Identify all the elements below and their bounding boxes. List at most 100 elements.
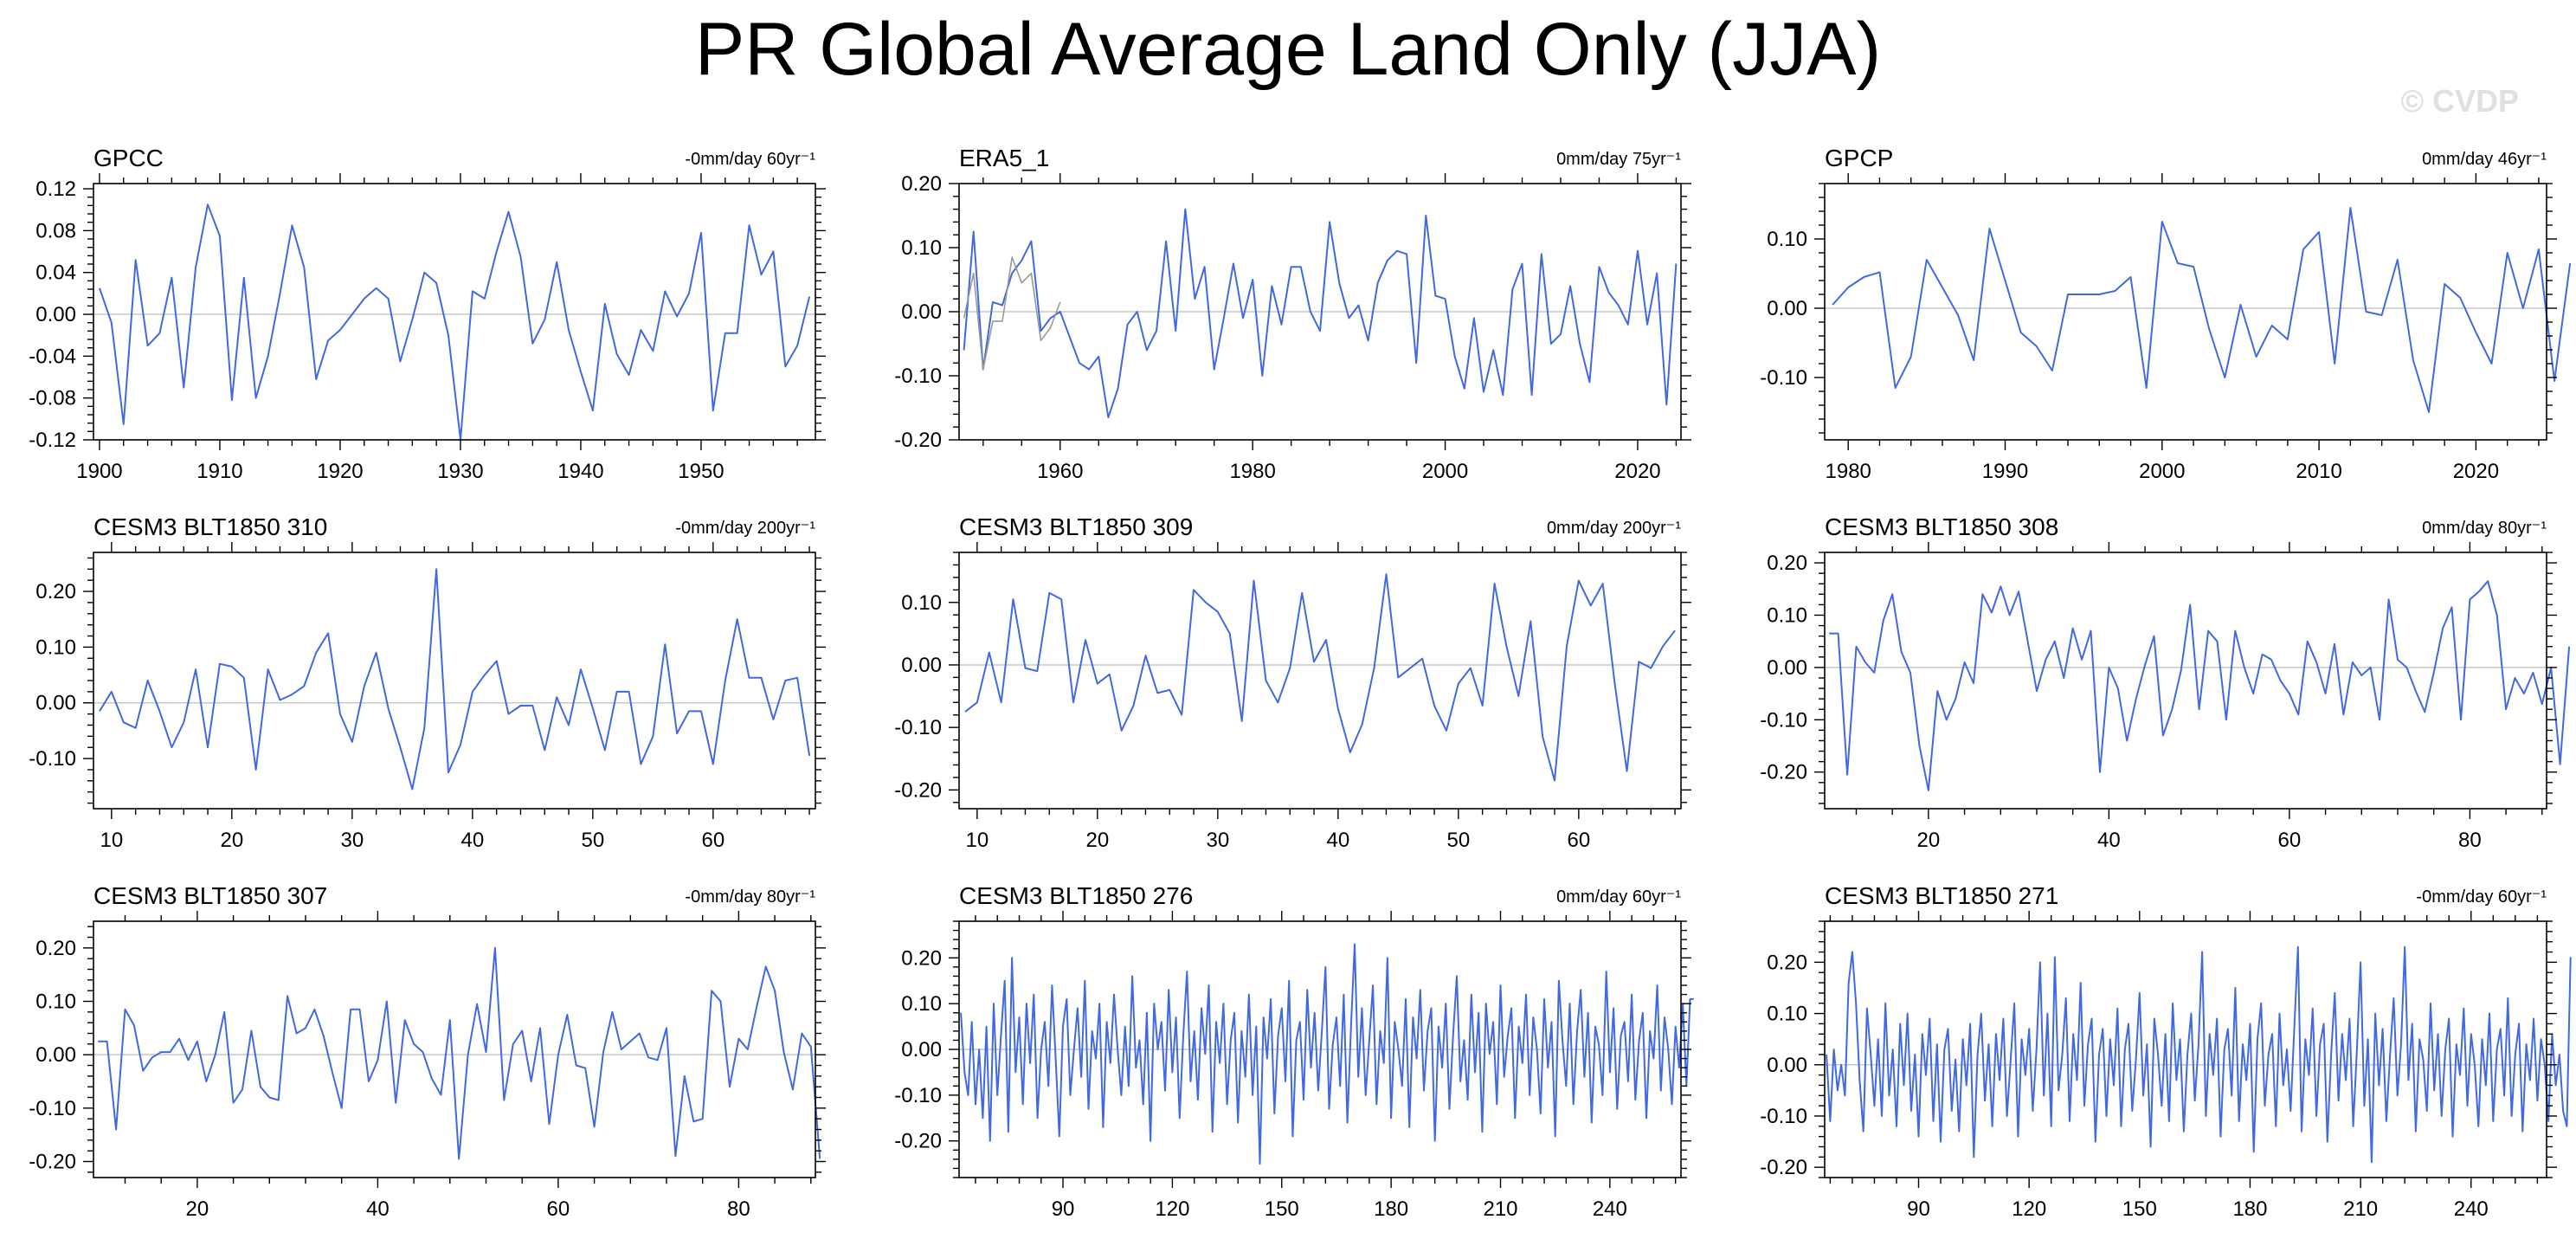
x-tick-label: 40: [460, 829, 484, 852]
panel-2: 1960 1980 2000 2020 -0.20 -0.10 0.00 0.10 0.20 ER…: [894, 145, 1691, 483]
x-tick-label: 20: [1085, 829, 1109, 852]
y-tick-label: 0.10: [901, 992, 942, 1016]
x-tick-label: 1910: [196, 460, 242, 483]
x-tick-label: 40: [1326, 829, 1349, 852]
x-tick-label: 1930: [437, 460, 483, 483]
series-line: [960, 943, 1694, 1165]
series-line: [964, 573, 1676, 782]
y-tick-label: 0.20: [1767, 552, 1807, 575]
x-tick-label: 240: [2454, 1197, 2489, 1221]
x-tick-label: 2020: [1614, 460, 1660, 483]
x-tick-label: 1990: [1982, 460, 2028, 483]
x-tick-label: 180: [1374, 1197, 1408, 1221]
x-tick-label: 20: [220, 829, 243, 852]
plot-frame: [93, 552, 816, 810]
x-tick-label: 50: [1446, 829, 1470, 852]
plot-frame: [958, 552, 1682, 810]
x-tick-label: 2000: [1422, 460, 1468, 483]
panel-trend-label: -0mm/day 60yr⁻¹: [685, 150, 815, 169]
x-tick-label: 10: [100, 829, 123, 852]
y-tick-label: 0.10: [35, 636, 76, 659]
y-tick-label: 0.20: [35, 580, 76, 603]
y-tick-label: 0.10: [1767, 603, 1807, 627]
series-line: [98, 946, 821, 1160]
series-line: [99, 568, 811, 791]
x-tick-label: 80: [727, 1197, 750, 1221]
y-tick-label: -0.10: [1760, 708, 1807, 732]
x-tick-label: 80: [2458, 829, 2482, 852]
panel-title: CESM3 BLT1850 307: [93, 882, 327, 909]
y-tick-label: -0.10: [29, 747, 76, 771]
y-tick-label: 0.08: [35, 219, 76, 242]
y-tick-label: 0.00: [1767, 1054, 1807, 1077]
y-tick-label: -0.10: [1760, 366, 1807, 390]
y-tick-label: 0.10: [35, 991, 76, 1014]
y-tick-label: -0.08: [29, 387, 76, 410]
x-tick-label: 40: [366, 1197, 390, 1221]
x-tick-label: 180: [2232, 1197, 2267, 1221]
x-tick-label: 10: [965, 829, 989, 852]
panel-8: 90 120 150 180 210 240 -0.20 -0.10 0.00 0.10 0.20 C…: [894, 882, 1694, 1221]
y-tick-label: -0.10: [894, 1084, 942, 1107]
x-tick-label: 50: [581, 829, 604, 852]
x-tick-label: 2010: [2296, 460, 2341, 483]
x-tick-label: 30: [1206, 829, 1229, 852]
panel-7: 20 40 60 80 -0.20 -0.10 0.00 0.10 0.20 CESM3 BLT1…: [29, 882, 826, 1221]
panel-trend-label: 0mm/day 60yr⁻¹: [1556, 887, 1681, 907]
x-tick-label: 120: [2012, 1197, 2046, 1221]
x-tick-label: 1950: [678, 460, 724, 483]
y-tick-label: -0.12: [29, 429, 76, 452]
y-tick-label: 0.10: [1767, 228, 1807, 251]
y-tick-label: -0.20: [1760, 1156, 1807, 1179]
watermark: © CVDP: [2400, 83, 2519, 119]
series-line: [1826, 945, 2572, 1164]
y-tick-label: -0.20: [29, 1151, 76, 1174]
panel-trend-label: -0mm/day 80yr⁻¹: [685, 887, 815, 907]
panel-trend-label: 0mm/day 80yr⁻¹: [2422, 519, 2547, 538]
y-tick-label: 0.00: [1767, 656, 1807, 680]
y-tick-label: 0.20: [1767, 951, 1807, 974]
x-tick-label: 1920: [317, 460, 363, 483]
x-tick-label: 240: [1593, 1197, 1627, 1221]
y-tick-label: -0.20: [1760, 761, 1807, 784]
y-tick-label: 0.20: [35, 937, 76, 960]
x-tick-label: 150: [1265, 1197, 1299, 1221]
series-line: [963, 256, 1061, 371]
x-tick-label: 60: [1567, 829, 1590, 852]
panel-title: CESM3 BLT1850 308: [1825, 513, 2058, 540]
y-tick-label: 0.00: [1767, 297, 1807, 320]
y-tick-label: 0.00: [901, 1038, 942, 1062]
panel-trend-label: -0mm/day 200yr⁻¹: [675, 519, 815, 538]
x-tick-label: 20: [186, 1197, 209, 1221]
x-tick-label: 2020: [2453, 460, 2499, 483]
panel-title: CESM3 BLT1850 276: [959, 882, 1193, 909]
y-tick-label: 0.00: [901, 300, 942, 324]
panel-1: 1900 1910 1920 1930 1940 1950 -0.12 -0.08 -0.04 0…: [29, 145, 826, 483]
panel-title: ERA5_1: [959, 145, 1049, 171]
x-tick-label: 1960: [1037, 460, 1083, 483]
page-title: PR Global Average Land Only (JJA): [694, 8, 1882, 91]
plot-frame: [1824, 552, 2547, 810]
x-tick-label: 30: [340, 829, 364, 852]
y-tick-label: 0.04: [35, 261, 76, 285]
series-line: [963, 208, 1678, 419]
x-tick-label: 1900: [76, 460, 122, 483]
x-tick-label: 60: [701, 829, 724, 852]
panel-trend-label: 0mm/day 75yr⁻¹: [1556, 150, 1681, 169]
y-tick-label: -0.04: [29, 345, 76, 368]
plot-frame: [93, 920, 816, 1178]
y-tick-label: -0.10: [29, 1097, 76, 1120]
panel-5: 10 20 30 40 50 60 -0.20 -0.10 0.00 0.10 CESM3 BLT1…: [894, 513, 1691, 852]
panel-6: 20 40 60 80 -0.20 -0.10 0.00 0.10 0.20 CESM3 BLT1…: [1760, 513, 2571, 852]
y-tick-label: 0.10: [901, 591, 942, 615]
y-tick-label: 0.00: [35, 1043, 76, 1067]
panel-title: GPCP: [1825, 145, 1893, 171]
y-tick-label: -0.20: [894, 429, 942, 452]
panel-9: 90 120 150 180 210 240 -0.20 -0.10 0.00 0.10 0.20 C…: [1760, 882, 2572, 1221]
panel-title: CESM3 BLT1850 309: [959, 513, 1193, 540]
x-tick-label: 40: [2097, 829, 2121, 852]
x-tick-label: 1940: [557, 460, 603, 483]
x-tick-label: 210: [2343, 1197, 2378, 1221]
x-tick-label: 1980: [1826, 460, 1871, 483]
panel-4: 10 20 30 40 50 60 -0.10 0.00 0.10 0.20 CESM3 BLT18…: [29, 513, 826, 852]
